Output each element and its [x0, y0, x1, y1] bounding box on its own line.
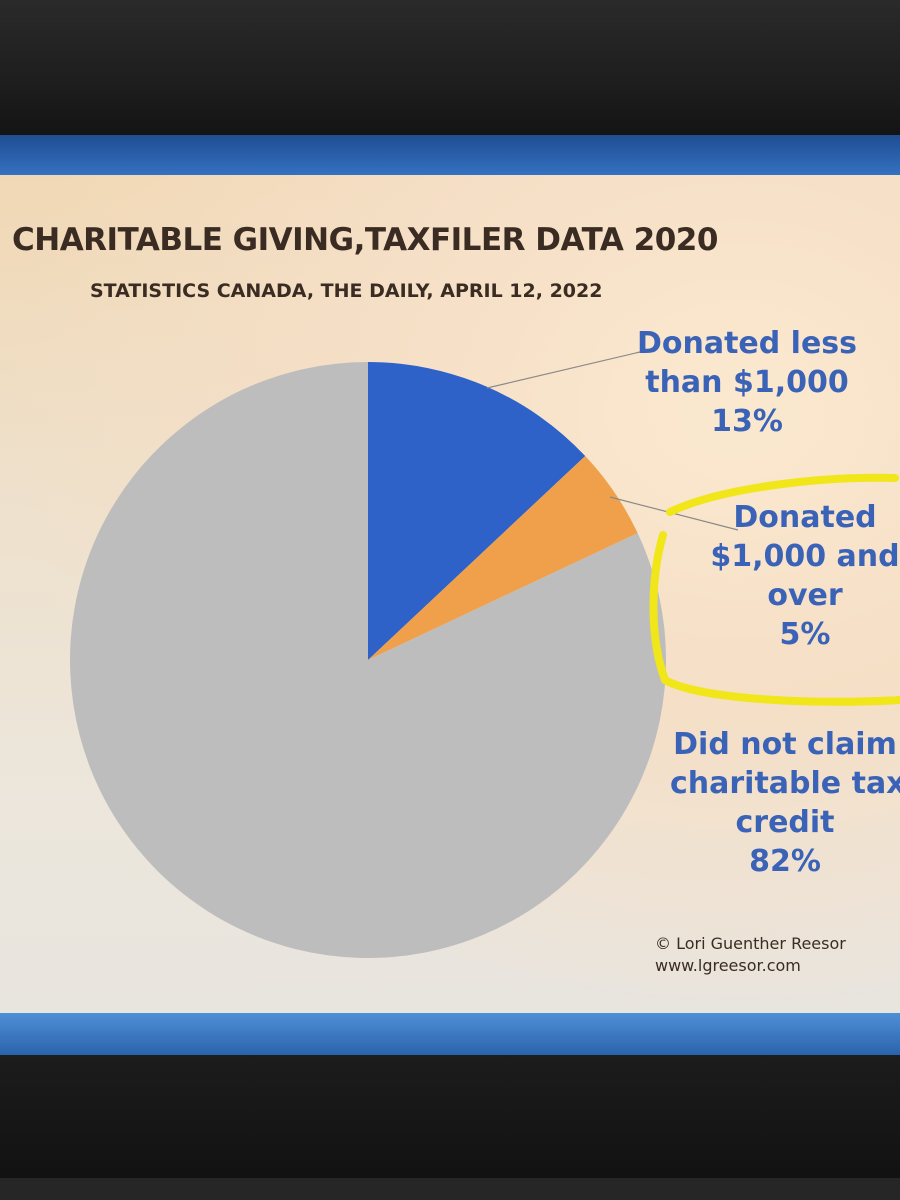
monitor-top-bezel [0, 0, 900, 135]
highlight-circle [649, 473, 900, 706]
label-percent: 13% [711, 404, 783, 439]
chart-title: CHARITABLE GIVING,TAXFILER DATA 2020 [12, 222, 718, 258]
pie-slice-donated-less-than-1-000 [368, 362, 586, 660]
pie-slice-donated-1-000-and-over [368, 456, 638, 660]
copyright-text: © Lori Guenther Reesor [655, 934, 846, 953]
pie-slice-did-not-claim-charitable-tax-credit [69, 362, 666, 958]
monitor-stand-lip [0, 1178, 900, 1200]
label-line: charitable tax [670, 766, 900, 801]
label-line: than $1,000 [645, 365, 849, 400]
label-line: $1,000 and [710, 539, 900, 574]
label-donated-less-than-1000: Donated less than $1,000 13% [632, 324, 862, 441]
label-line: credit [735, 805, 835, 840]
copyright-notice: © Lori Guenther Reesor www.lgreesor.com [655, 933, 846, 978]
label-percent: 5% [779, 617, 831, 652]
slide-top-band [0, 135, 900, 175]
label-line: Donated [733, 500, 877, 535]
label-did-not-claim: Did not claim charitable tax credit 82% [670, 725, 900, 881]
label-line: Did not claim [673, 727, 897, 762]
chart-subtitle: STATISTICS CANADA, THE DAILY, APRIL 12, … [90, 280, 603, 302]
label-line: over [767, 578, 843, 613]
label-donated-1000-and-over: Donated $1,000 and over 5% [705, 498, 900, 654]
label-percent: 82% [749, 844, 821, 879]
monitor-bottom-bezel [0, 1055, 900, 1200]
leader-line-less-than-1000 [486, 351, 641, 389]
website-link: www.lgreesor.com [655, 956, 801, 976]
label-line: Donated less [636, 326, 858, 361]
slide-bottom-band [0, 1013, 900, 1055]
